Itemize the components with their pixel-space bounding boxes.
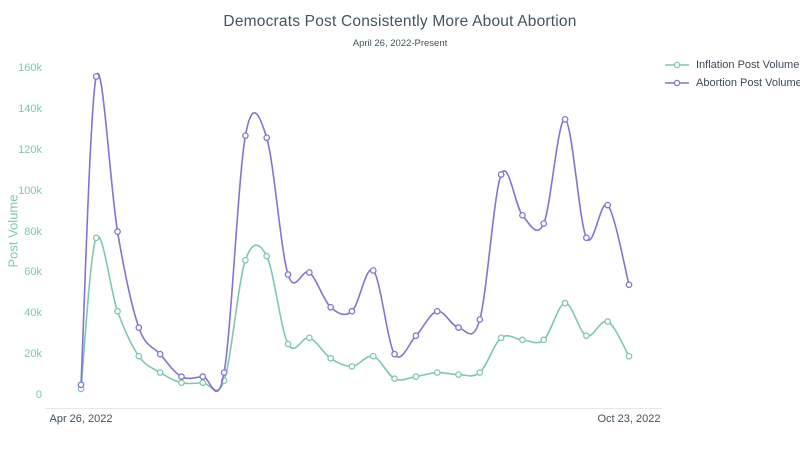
- legend-item-inflation[interactable]: Inflation Post Volume: [664, 57, 800, 72]
- inflation-data-point-marker: [433, 369, 441, 376]
- abortion-data-point-marker: [604, 201, 612, 209]
- abortion-data-point-marker: [348, 307, 356, 315]
- inflation-data-point-marker: [263, 252, 271, 260]
- y-axis-tick-label: 20k: [24, 348, 42, 361]
- abortion-data-point-marker: [455, 324, 462, 331]
- abortion-data-point-marker: [625, 281, 633, 289]
- abortion-data-point-marker: [156, 350, 164, 358]
- inflation-data-point-marker: [391, 375, 398, 383]
- legend-swatch-abortion-icon: [665, 79, 689, 86]
- abortion-data-point-marker: [135, 324, 143, 331]
- abortion-data-point-marker: [561, 115, 569, 123]
- inflation-data-point-marker: [583, 332, 590, 340]
- legend-label: Abortion Post Volume: [696, 76, 800, 89]
- legend-item-abortion[interactable]: Abortion Post Volume: [664, 75, 800, 90]
- inflation-data-point-marker: [284, 340, 292, 348]
- y-axis-tick-label: 120k: [18, 143, 42, 156]
- x-axis-tick-start: Apr 26, 2022: [49, 413, 113, 425]
- inflation-data-point-marker: [135, 352, 143, 360]
- y-axis-tick-label: 100k: [18, 184, 42, 197]
- abortion-series-line: [80, 72, 630, 392]
- legend-swatch-inflation-icon: [665, 61, 689, 68]
- inflation-data-point-marker: [625, 352, 633, 360]
- inflation-data-point-marker: [476, 369, 484, 376]
- legend: Inflation Post Volume Abortion Post Volum…: [664, 57, 800, 90]
- abortion-data-point-marker: [369, 267, 377, 274]
- inflation-data-point-marker: [412, 373, 420, 380]
- abortion-data-point-marker: [199, 373, 207, 380]
- abortion-data-point-marker: [220, 369, 228, 376]
- inflation-data-point-marker: [348, 363, 356, 370]
- abortion-data-point-marker: [412, 332, 420, 340]
- abortion-data-point-marker: [583, 234, 590, 242]
- inflation-data-point-marker: [242, 256, 249, 264]
- y-axis-tick-label: 40k: [24, 307, 42, 320]
- chart-subtitle: April 26, 2022-Present: [352, 38, 448, 49]
- y-axis-tick-label: 140k: [18, 103, 42, 116]
- inflation-data-point-marker: [156, 369, 164, 376]
- abortion-data-point-marker: [433, 307, 441, 315]
- x-axis-tick-end: Oct 23, 2022: [597, 413, 661, 425]
- inflation-data-point-marker: [305, 334, 313, 342]
- abortion-data-point-marker: [77, 381, 85, 389]
- inflation-data-point-marker: [561, 299, 569, 307]
- inflation-data-point-marker: [92, 234, 100, 242]
- legend-marker-icon: [673, 61, 681, 68]
- abortion-data-point-marker: [92, 73, 100, 80]
- abortion-data-point-marker: [391, 350, 398, 358]
- y-axis-tick-label: 80k: [24, 225, 42, 238]
- y-axis-tick-label: 60k: [24, 266, 42, 279]
- inflation-data-point-marker: [178, 379, 185, 387]
- inflation-data-point-marker: [540, 336, 548, 344]
- inflation-data-point-marker: [455, 371, 462, 378]
- inflation-data-point-marker: [199, 379, 207, 387]
- abortion-data-point-marker: [263, 134, 271, 142]
- y-axis-tick-label: 160k: [18, 62, 42, 75]
- legend-label: Inflation Post Volume: [696, 58, 800, 71]
- abortion-data-point-marker: [284, 271, 292, 278]
- abortion-data-point-marker: [305, 269, 313, 276]
- legend-marker-icon: [673, 79, 681, 86]
- chart-title: Democrats Post Consistently More About A…: [223, 13, 577, 30]
- abortion-data-point-marker: [178, 373, 185, 380]
- abortion-data-point-marker: [114, 228, 121, 235]
- inflation-data-point-marker: [519, 336, 526, 344]
- abortion-data-point-marker: [476, 316, 484, 323]
- abortion-data-point-marker: [242, 132, 249, 140]
- abortion-data-point-marker: [519, 211, 526, 219]
- inflation-series-line: [80, 235, 630, 392]
- inflation-data-point-marker: [327, 354, 334, 362]
- abortion-data-point-marker: [327, 303, 334, 311]
- abortion-data-point-marker: [540, 220, 548, 227]
- inflation-data-point-marker: [369, 352, 377, 360]
- inflation-data-point-marker: [497, 334, 505, 342]
- abortion-data-point-marker: [497, 171, 505, 178]
- inflation-data-point-marker: [114, 307, 121, 315]
- y-axis-tick-label: 0: [35, 389, 42, 401]
- inflation-data-point-marker: [604, 318, 612, 325]
